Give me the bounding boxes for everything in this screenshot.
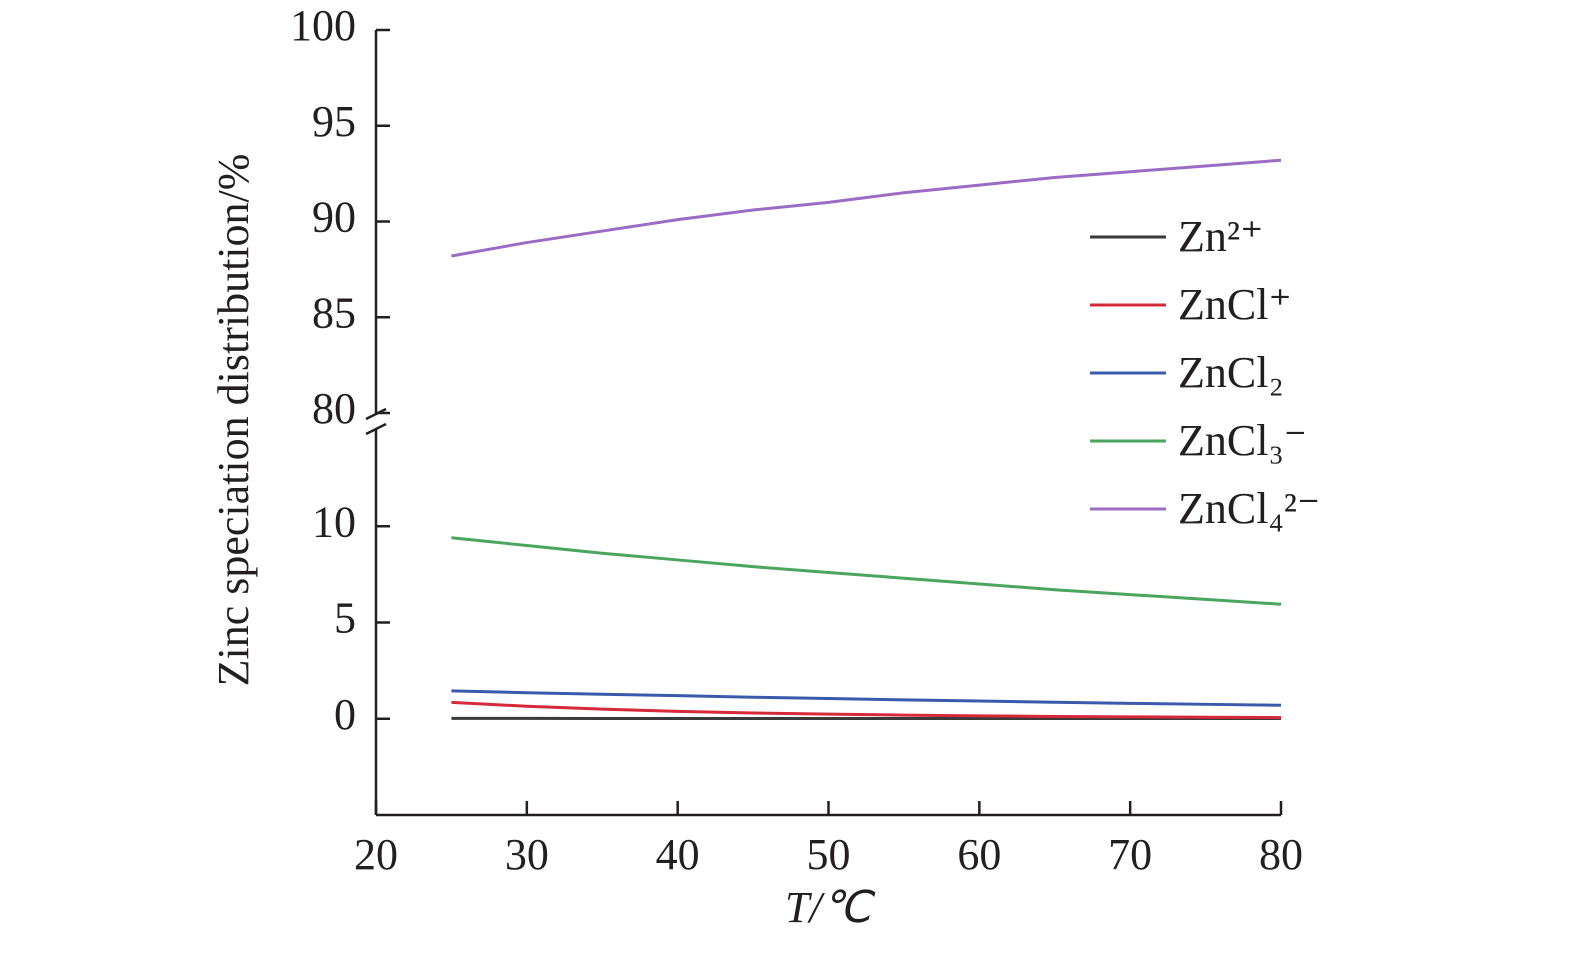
legend-label: ZnCl₂: [1178, 348, 1284, 397]
x-tick-label: 80: [1259, 830, 1303, 879]
y2-tick-label: 85: [312, 288, 356, 337]
legend-label: ZnCl₄²⁻: [1178, 484, 1320, 533]
legend-label: ZnCl₃⁻: [1178, 416, 1307, 465]
legend-label: Zn²⁺: [1178, 212, 1263, 261]
x-tick-label: 60: [957, 830, 1001, 879]
y2-tick-label: 90: [312, 193, 356, 242]
y-tick-label: 5: [334, 594, 356, 643]
y-tick-label: 0: [334, 690, 356, 739]
y-tick-label: 10: [312, 497, 356, 546]
y2-tick-label: 95: [312, 97, 356, 146]
x-tick-label: 20: [354, 830, 398, 879]
y2-tick-label: 100: [290, 1, 356, 50]
x-axis-label: T/℃: [785, 883, 876, 932]
x-tick-label: 30: [505, 830, 549, 879]
x-tick-label: 50: [807, 830, 851, 879]
y2-tick-label: 80: [312, 384, 356, 433]
x-tick-label: 40: [656, 830, 700, 879]
y-axis-label: Zinc speciation distribution/%: [209, 154, 258, 687]
x-tick-label: 70: [1108, 830, 1152, 879]
series-line: [451, 691, 1281, 705]
series-line: [451, 538, 1281, 604]
legend-label: ZnCl⁺: [1178, 280, 1292, 329]
series-line: [451, 160, 1281, 256]
